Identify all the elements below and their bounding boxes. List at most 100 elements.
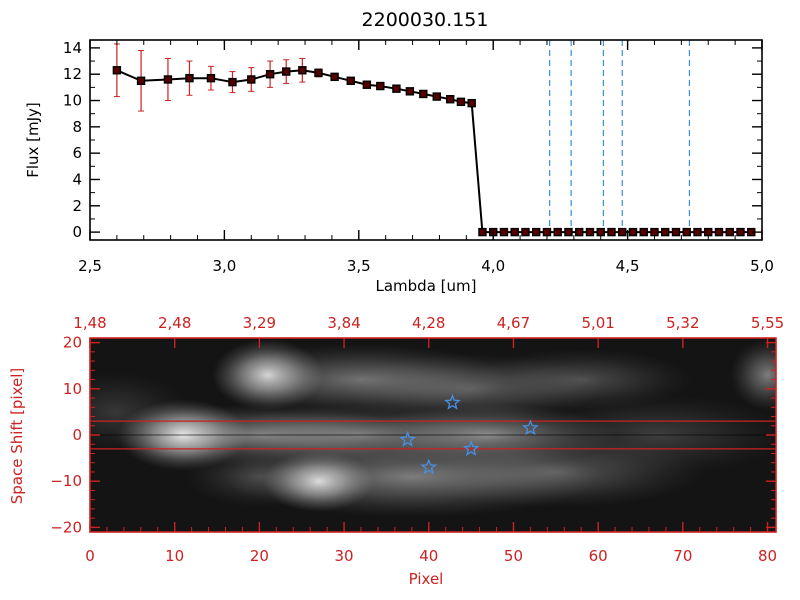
data-point <box>618 227 627 237</box>
top-tick-label: 3,29 <box>243 314 276 332</box>
x-tick-label: 3,5 <box>347 257 371 275</box>
data-point <box>661 227 670 237</box>
data-point <box>575 227 584 237</box>
image-x-label: Pixel <box>409 570 444 588</box>
data-point <box>639 227 648 237</box>
data-point <box>704 227 713 237</box>
data-point <box>725 227 734 237</box>
top-tick-label: 2,48 <box>158 314 191 332</box>
source-star <box>462 440 480 456</box>
data-point <box>456 97 466 107</box>
data-point <box>564 227 573 237</box>
data-point <box>510 227 519 237</box>
x-tick-label: 60 <box>589 547 608 565</box>
spectrum-plot-frame <box>89 39 763 241</box>
data-point <box>736 227 745 237</box>
top-tick-label: 5,01 <box>581 314 614 332</box>
data-point <box>628 227 638 237</box>
x-tick-label: 10 <box>165 547 184 565</box>
y-tick-label: 14 <box>63 39 82 57</box>
image-top-axis: 1,48 2,48 3,29 3,84 4,28 4,67 5,01 5,32 5,55 <box>73 314 784 348</box>
data-point <box>419 89 428 99</box>
top-tick-label: 3,84 <box>327 314 360 332</box>
data-point <box>298 66 307 75</box>
data-point <box>671 227 681 237</box>
data-point <box>478 227 487 237</box>
y-tick-label: 6 <box>72 144 82 162</box>
data-point <box>185 73 194 83</box>
image-x-axis: 0 10 20 30 40 50 60 70 80 <box>85 522 777 565</box>
data-point <box>112 66 122 75</box>
data-point <box>585 227 595 237</box>
data-point <box>467 98 476 108</box>
data-point <box>228 77 237 87</box>
x-tick-label: 5,0 <box>750 257 774 275</box>
data-point <box>499 227 509 237</box>
y-tick-label: 0 <box>72 426 82 444</box>
data-point <box>314 68 323 78</box>
x-tick-label: 20 <box>250 547 269 565</box>
spectrum-y-label: Flux [mJy] <box>24 102 42 178</box>
image-y-axis: −20 −10 0 10 20 <box>50 334 776 536</box>
top-tick-label: 4,67 <box>497 314 530 332</box>
extraction-aperture <box>90 420 776 450</box>
source-markers <box>399 393 539 475</box>
x-tick-label: 2,5 <box>78 257 102 275</box>
data-point <box>136 76 146 85</box>
y-tick-label: 12 <box>63 65 82 83</box>
image-emission <box>90 339 776 518</box>
source-star <box>420 458 438 475</box>
data-point <box>405 87 415 96</box>
flux-series <box>112 43 756 237</box>
x-tick-label: 50 <box>504 547 523 565</box>
image-y-label: Space Shift [pixel] <box>8 368 26 505</box>
data-point <box>247 75 256 84</box>
spectrum-y-axis: 0 2 4 6 8 10 12 14 <box>63 39 762 241</box>
data-point <box>650 227 659 237</box>
data-point <box>206 73 216 83</box>
y-tick-label: −10 <box>50 472 82 490</box>
data-point <box>693 227 702 237</box>
top-tick-label: 5,32 <box>666 314 699 332</box>
data-point <box>532 227 541 237</box>
y-tick-label: −20 <box>50 518 82 536</box>
data-point <box>330 72 339 82</box>
data-point <box>282 67 291 76</box>
x-tick-label: 4,0 <box>481 257 505 275</box>
x-tick-label: 4,5 <box>616 257 640 275</box>
data-point <box>607 227 616 237</box>
chart-title: 2200030.151 <box>362 9 489 31</box>
top-tick-label: 4,28 <box>412 314 445 332</box>
y-tick-label: 10 <box>63 380 82 398</box>
spectrum-x-label: Lambda [um] <box>376 277 477 295</box>
x-tick-label: 70 <box>673 547 692 565</box>
data-point <box>346 76 355 85</box>
x-tick-label: 40 <box>419 547 438 565</box>
data-point <box>596 227 605 237</box>
y-tick-label: 8 <box>72 118 82 136</box>
wavelength-markers <box>549 40 762 240</box>
y-tick-label: 2 <box>72 197 82 215</box>
spectral-image: 0 10 20 30 40 50 60 70 80 1,48 2,48 3,29 3,84 4,28 4,… <box>8 314 784 588</box>
emission-blob <box>469 349 694 411</box>
data-point <box>376 81 385 91</box>
emission-blob <box>184 446 334 508</box>
data-point <box>714 227 724 237</box>
source-star <box>444 393 461 410</box>
x-tick-label: 3,0 <box>212 257 236 275</box>
emission-blob <box>730 339 776 411</box>
data-point <box>542 227 552 237</box>
data-point <box>521 227 530 237</box>
source-star <box>399 430 416 447</box>
spectrum-x-axis: 2,5 3,0 3,5 4,0 4,5 5,0 <box>78 40 774 275</box>
y-tick-label: 10 <box>63 92 82 110</box>
x-tick-label: 80 <box>758 547 777 565</box>
x-tick-label: 0 <box>85 547 95 565</box>
y-tick-label: 0 <box>72 223 82 241</box>
y-tick-label: 20 <box>63 334 82 352</box>
source-star <box>522 419 539 436</box>
top-tick-label: 1,48 <box>73 314 106 332</box>
data-point <box>445 95 455 104</box>
data-point <box>553 227 562 237</box>
data-point <box>432 92 441 101</box>
